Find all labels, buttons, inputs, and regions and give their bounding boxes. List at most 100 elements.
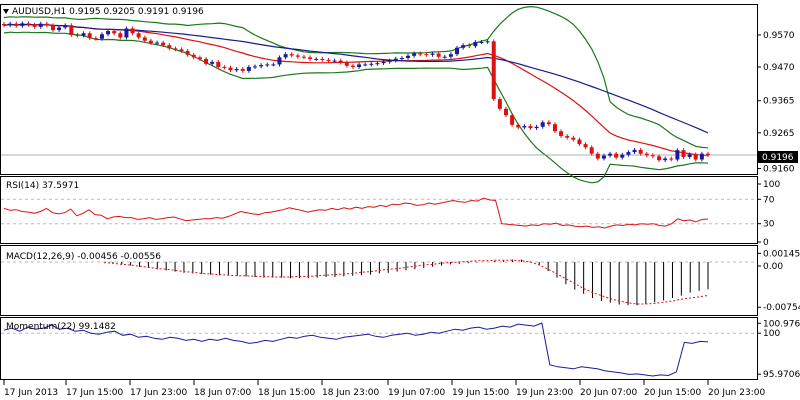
x-tick-label: 20 Jun 15:00 <box>644 388 701 398</box>
candle <box>589 147 594 154</box>
candle <box>20 23 25 26</box>
candle <box>491 41 496 100</box>
macd-signal-line <box>103 259 709 305</box>
candle <box>681 150 686 157</box>
macd-panel <box>0 245 758 316</box>
price-series-layer <box>1 5 757 184</box>
candle <box>559 131 564 137</box>
candle <box>265 64 270 66</box>
rsi-title: RSI(14) 37.5971 <box>6 181 79 191</box>
candle <box>632 149 637 153</box>
candle <box>295 55 300 57</box>
candle <box>393 58 398 61</box>
candle <box>473 41 478 47</box>
candle <box>357 64 362 68</box>
candle <box>687 154 692 157</box>
candle <box>283 54 288 58</box>
candle <box>320 58 325 60</box>
candle <box>161 42 166 46</box>
candle <box>228 67 233 71</box>
candle <box>308 57 313 59</box>
candle <box>222 67 227 69</box>
candle <box>185 50 190 55</box>
candle <box>638 149 643 154</box>
current-price-badge <box>758 151 798 163</box>
candle <box>369 63 374 65</box>
candle <box>50 25 55 31</box>
x-tick-label: 18 Jun 15:00 <box>258 388 315 398</box>
candle <box>234 68 239 71</box>
candle <box>669 158 674 160</box>
candle <box>106 31 111 35</box>
bollinger-upper-line <box>3 5 709 149</box>
rsi-y-tick-label: 30 <box>763 220 775 230</box>
macd-series-layer <box>1 259 757 306</box>
price-y-tick-label: 0.9265 <box>763 129 795 139</box>
macd-y-tick-label: 0.00145 <box>763 249 800 259</box>
x-tick-label: 19 Jun 07:00 <box>388 388 445 398</box>
candle <box>142 37 147 41</box>
rsi-panel <box>0 176 758 244</box>
candle <box>38 23 43 27</box>
candle <box>314 58 319 60</box>
rsi-y-tick-label: 70 <box>763 195 775 205</box>
candle <box>167 45 172 49</box>
candle <box>424 54 429 56</box>
candle <box>289 54 294 56</box>
candle <box>467 45 472 47</box>
candle <box>246 67 251 71</box>
candle <box>277 57 282 65</box>
axis-labels-layer: 0.95700.94700.93650.92650.9160100703000.… <box>3 31 800 398</box>
candle <box>657 156 662 161</box>
price-panel <box>0 4 758 175</box>
candle <box>14 23 19 26</box>
price-y-tick-label: 0.9160 <box>763 165 795 175</box>
candle <box>528 126 533 129</box>
candle <box>485 41 490 43</box>
current-price-label: 0.9196 <box>762 153 794 163</box>
candle <box>510 115 515 125</box>
candle <box>626 152 631 155</box>
candle <box>118 33 123 38</box>
momentum-panel <box>0 317 758 380</box>
candle <box>399 58 404 60</box>
candle <box>479 41 484 43</box>
rsi-line <box>3 197 709 229</box>
x-tick-label: 18 Jun 07:00 <box>194 388 251 398</box>
candle <box>216 61 221 68</box>
candle <box>663 158 668 161</box>
candle <box>130 28 135 34</box>
candle <box>552 124 557 132</box>
candle <box>124 28 129 38</box>
candle <box>69 25 74 35</box>
moving-average-slow-line <box>3 23 709 134</box>
rsi-y-tick-label: 100 <box>763 180 780 190</box>
candle <box>338 60 343 63</box>
candle <box>155 42 160 44</box>
candle <box>210 61 215 64</box>
candle <box>32 24 37 27</box>
candle <box>63 25 68 28</box>
candle <box>2 23 6 26</box>
candle <box>497 99 502 109</box>
candle <box>381 61 386 64</box>
candle <box>99 34 104 39</box>
candle <box>650 155 655 157</box>
candle <box>271 64 276 66</box>
momentum-title: Momentum(22) 99.1482 <box>6 322 116 332</box>
candle <box>344 62 349 66</box>
x-tick-label: 18 Jun 23:00 <box>322 388 379 398</box>
candle <box>406 55 411 59</box>
candle <box>565 136 570 138</box>
candle <box>503 108 508 116</box>
candle <box>614 153 619 158</box>
collapse-triangle-icon[interactable] <box>3 9 9 14</box>
momentum-y-tick-label: 100.9767 <box>763 319 800 329</box>
candle <box>350 65 355 68</box>
price-y-tick-label: 0.9470 <box>763 63 795 73</box>
candle <box>608 153 613 156</box>
candle <box>375 63 380 65</box>
macd-title: MACD(12,26,9) -0.00456 -0.00556 <box>6 252 161 262</box>
candle <box>706 153 710 156</box>
candle <box>522 126 527 128</box>
